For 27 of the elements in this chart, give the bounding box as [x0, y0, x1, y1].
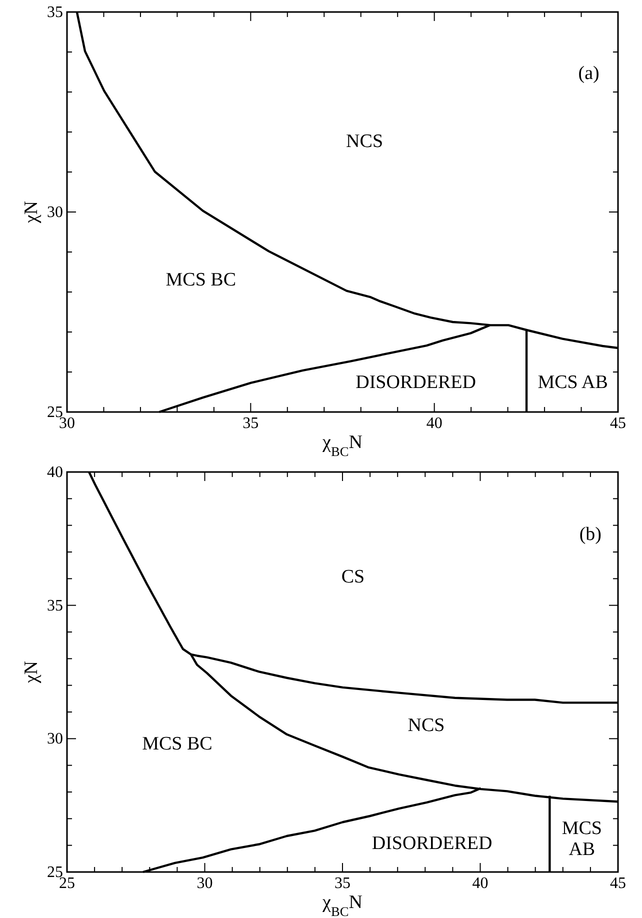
y-tick-label: 40 [47, 464, 63, 481]
x-axis-title: χ$_{BC}$N [322, 432, 363, 458]
annotation: MCS AB [538, 372, 608, 393]
y-axis-title: χN [21, 660, 42, 684]
y-tick-label: 35 [47, 4, 63, 21]
y-tick-label: 30 [47, 730, 63, 748]
x-axis-title: χ$_{BC}$N [322, 892, 363, 918]
annotation: MCS BC [166, 269, 236, 290]
y-axis-title: χN [21, 200, 42, 224]
x-tick-label: 40 [426, 415, 442, 432]
annotation: NCS [346, 131, 384, 152]
y-tick-label: 30 [47, 204, 63, 221]
x-tick-label: 45 [610, 415, 626, 432]
annotation: (a) [578, 63, 600, 84]
x-tick-label: 45 [610, 875, 626, 892]
annotation: DISORDERED [356, 372, 476, 393]
x-tick-label: 40 [472, 875, 488, 892]
x-tick-label: 30 [196, 875, 213, 892]
annotation: CS [341, 566, 365, 588]
annotation: MCS AB [562, 818, 602, 860]
x-tick-label: 35 [334, 875, 350, 892]
x-tick-label: 35 [242, 415, 259, 432]
annotation: MCS BC [142, 733, 212, 754]
annotation: (b) [579, 524, 602, 545]
annotation: NCS [408, 715, 445, 736]
annotation: DISORDERED [372, 833, 492, 854]
y-tick-label: 35 [47, 597, 63, 614]
